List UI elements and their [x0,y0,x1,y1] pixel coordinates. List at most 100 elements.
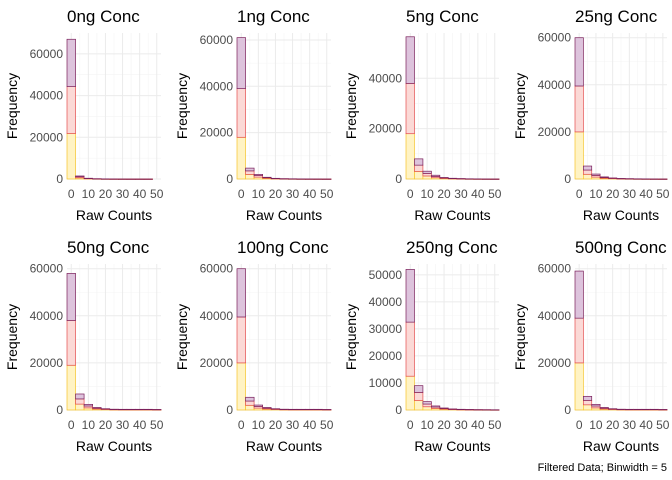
y-tick-label: 0 [56,172,63,186]
x-tick-label: 10 [420,418,434,432]
histogram-bar [245,167,255,172]
x-tick-label: 20 [269,187,283,201]
histogram-bar [236,268,246,318]
histogram-bar [66,320,76,366]
x-tick-label: 40 [639,187,653,201]
x-tick-label: 10 [420,187,434,201]
histogram-bar [245,396,255,402]
histogram-bar [75,398,85,405]
x-tick-label: 30 [286,418,300,432]
x-tick-label: 30 [116,187,130,201]
y-tick-label: 20000 [30,130,64,144]
y-tick-label: 0 [395,403,402,417]
x-axis-label: Raw Counts [414,207,490,223]
panel-title: 5ng Conc [406,7,479,26]
histogram-bar [422,401,432,405]
histogram-bar [245,404,255,411]
y-tick-label: 20000 [369,122,403,136]
y-tick-label: 40000 [369,295,403,309]
y-tick-label: 20000 [30,356,64,370]
y-tick-label: 40000 [538,309,572,323]
histogram-bar [236,362,246,411]
histogram-bar [574,362,584,411]
y-tick-label: 20000 [200,126,234,140]
histogram-bar [245,400,255,406]
x-tick-label: 30 [623,418,637,432]
histogram-bar [591,173,601,176]
x-tick-label: 10 [252,418,266,432]
histogram-bar [66,38,76,87]
histogram-bar [574,131,584,180]
x-tick-label: 50 [488,187,502,201]
histogram-bar [245,174,255,180]
y-tick-label: 10000 [369,376,403,390]
x-axis-label: Raw Counts [246,207,322,223]
histogram-bar [574,270,584,319]
x-tick-label: 10 [82,418,96,432]
x-tick-label: 20 [99,418,113,432]
x-tick-label: 40 [639,418,653,432]
y-tick-label: 50000 [369,268,403,282]
x-axis-label: Raw Counts [76,438,152,454]
panel-title: 500ng Conc [575,238,667,257]
y-tick-label: 40000 [200,79,234,93]
x-tick-label: 30 [454,187,468,201]
y-tick-label: 60000 [200,262,234,276]
histogram-bar [439,407,449,409]
y-tick-label: 0 [564,172,571,186]
histogram-bar [405,269,415,323]
x-tick-label: 40 [303,187,317,201]
y-tick-label: 0 [56,403,63,417]
x-tick-label: 40 [471,187,485,201]
y-tick-label: 20000 [538,125,572,139]
y-tick-label: 40000 [200,309,234,323]
histogram-bar [236,316,246,364]
y-tick-label: 60000 [30,47,64,61]
histogram-bar [253,404,263,407]
histogram-bar [439,177,449,179]
x-tick-label: 30 [454,418,468,432]
x-tick-label: 10 [252,187,266,201]
figure-caption: Filtered Data; Binwidth = 5 [538,462,667,474]
histogram-bar [236,136,246,180]
histogram-bar [583,173,593,180]
x-axis-label: Raw Counts [583,438,659,454]
histogram-bar [405,36,415,84]
y-tick-label: 0 [564,403,571,417]
x-tick-label: 50 [656,418,670,432]
histogram-bar [431,405,441,408]
histogram-bar [66,133,76,180]
histogram-bar [92,407,102,409]
y-tick-label: 40000 [30,89,64,103]
y-axis-label: Frequency [174,73,190,139]
histogram-bar [574,85,584,133]
panel-7: 0 10000 20000 30000 40000 50000 0 10 20 30 40 50 250… [343,238,502,454]
x-tick-label: 10 [589,187,603,201]
x-tick-label: 20 [606,187,620,201]
x-tick-label: 50 [150,187,164,201]
x-tick-label: 30 [116,418,130,432]
y-tick-label: 30000 [369,322,403,336]
panel-1: 0 20000 40000 60000 0 10 20 30 40 50 0ng Conc Raw C… [4,7,164,223]
x-axis-label: Raw Counts [76,207,152,223]
histogram-bar [414,171,424,180]
x-tick-label: 0 [238,187,245,201]
histogram-bar [583,169,593,175]
x-tick-label: 0 [238,418,245,432]
y-axis-label: Frequency [343,73,359,139]
x-tick-label: 0 [407,187,414,201]
panel-title: 1ng Conc [237,7,310,26]
y-tick-label: 0 [395,172,402,186]
histogram-bar [245,170,255,175]
x-tick-label: 50 [320,187,334,201]
histogram-bar [599,407,609,409]
panel-5: 0 20000 40000 60000 0 10 20 30 40 50 50ng Conc Raw … [4,238,164,454]
histogram-bar [422,170,432,174]
x-tick-label: 0 [576,187,583,201]
x-tick-label: 0 [576,418,583,432]
histogram-bar [236,37,246,89]
histogram-bar [574,317,584,364]
histogram-bar [83,403,93,407]
histogram-bar [414,385,424,393]
y-tick-label: 20000 [538,356,572,370]
